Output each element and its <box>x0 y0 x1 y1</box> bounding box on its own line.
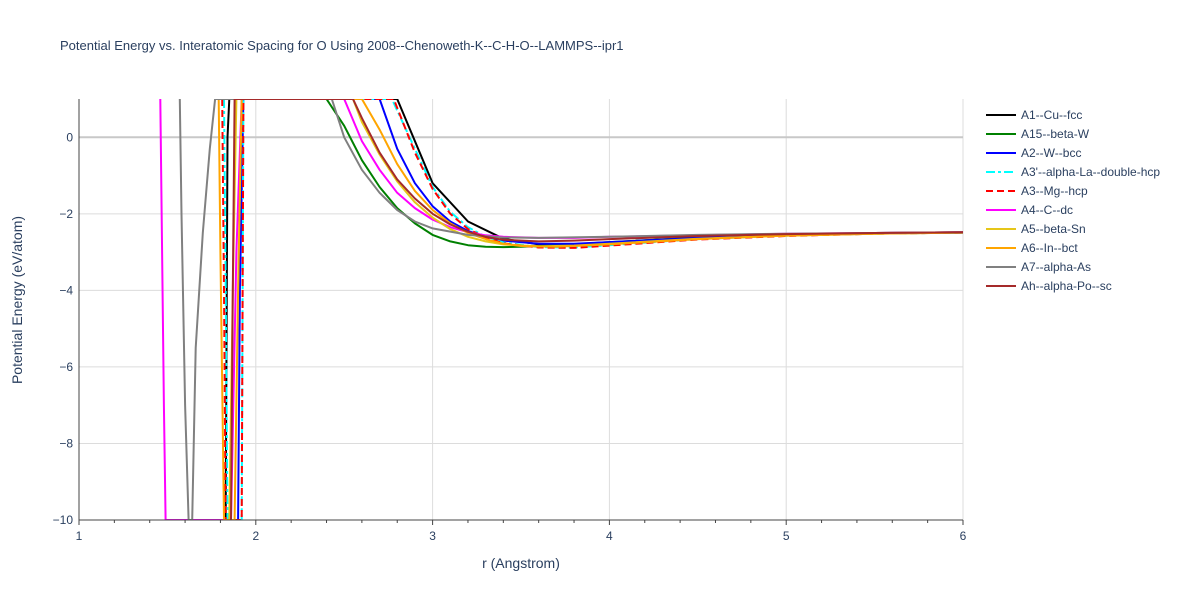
y-tick-label: −4 <box>59 283 73 297</box>
y-tick-label: −2 <box>59 207 73 221</box>
x-tick-label: 5 <box>783 529 790 543</box>
legend-label: A4--C--dc <box>1021 203 1073 217</box>
chart-title: Potential Energy vs. Interatomic Spacing… <box>60 38 624 53</box>
legend-label: Ah--alpha-Po--sc <box>1021 279 1112 293</box>
series-line-9 <box>230 99 963 520</box>
x-tick-label: 4 <box>606 529 613 543</box>
legend-label: A3--Mg--hcp <box>1021 184 1088 198</box>
legend-label: A2--W--bcc <box>1021 146 1081 160</box>
series-lines <box>159 99 963 520</box>
y-axis-title: Potential Energy (eV/atom) <box>9 216 25 384</box>
legend-label: A15--beta-W <box>1021 127 1090 141</box>
y-tick-label: −8 <box>59 436 73 450</box>
legend-label: A6--In--bct <box>1021 241 1078 255</box>
y-tick-label: −10 <box>53 513 74 527</box>
legend-label: A3'--alpha-La--double-hcp <box>1021 165 1160 179</box>
y-tick-label: 0 <box>66 130 73 144</box>
x-tick-label: 1 <box>76 529 83 543</box>
series-line-2 <box>237 99 963 520</box>
series-line-0 <box>224 99 963 520</box>
legend-label: A1--Cu--fcc <box>1021 108 1082 122</box>
grid <box>78 99 964 521</box>
x-axis-title: r (Angstrom) <box>482 555 560 571</box>
axes: 1 2 3 4 5 6 0 −2 −4 −6 −8 −10 <box>53 99 967 543</box>
series-line-7 <box>217 99 963 520</box>
legend: A1--Cu--fcc A15--beta-W A2--W--bcc A3'--alp… <box>986 108 1160 293</box>
x-tick-label: 6 <box>960 529 967 543</box>
legend-label: A5--beta-Sn <box>1021 222 1086 236</box>
series-line-4 <box>221 99 963 520</box>
series-line-8 <box>178 99 963 520</box>
legend-label: A7--alpha-As <box>1021 260 1091 274</box>
series-line-3 <box>223 99 963 520</box>
x-tick-label: 2 <box>252 529 259 543</box>
x-tick-label: 3 <box>429 529 436 543</box>
series-line-5 <box>159 99 963 520</box>
series-line-6 <box>228 99 963 520</box>
y-tick-label: −6 <box>59 360 73 374</box>
